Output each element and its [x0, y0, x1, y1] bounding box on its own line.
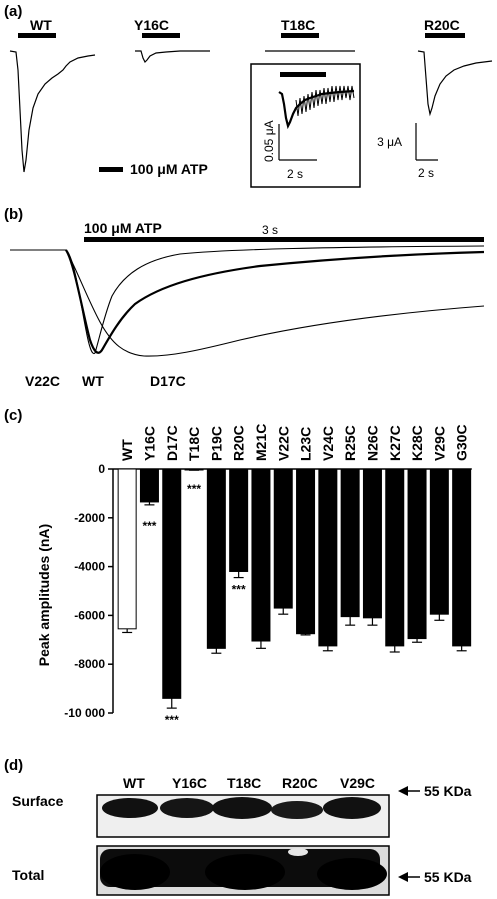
trace-wt: [9, 50, 96, 173]
bar: [162, 468, 182, 699]
category-label: T18C: [186, 427, 202, 461]
trace-label-y16c: Y16C: [134, 17, 169, 33]
bar: [429, 468, 449, 615]
panel-b-stimulus-label: 100 μM ATP: [84, 220, 162, 236]
atp-bar-wt: [18, 33, 56, 38]
marker-arrowhead-total: [398, 872, 408, 882]
atp-bar-r20c: [425, 33, 465, 38]
panel-c-label: (c): [4, 407, 22, 424]
inset-box: [250, 63, 361, 188]
trace-label-wt: WT: [30, 17, 52, 33]
bar: [229, 468, 249, 572]
bar: [340, 468, 360, 618]
category-label: R20C: [231, 425, 247, 461]
y-tick-label: -4000: [74, 560, 105, 574]
trace-r20c: [417, 50, 493, 117]
blot-total-bands: [100, 848, 387, 890]
category-label: L23C: [298, 427, 314, 461]
bar-chart: 0 -2000 -4000 -6000 -8000 -10 000 WT Y16C *** D17…: [64, 424, 472, 727]
category-label: V22C: [275, 426, 291, 461]
significance-marker: ***: [187, 482, 201, 496]
category-label: WT: [119, 439, 135, 461]
bar: [273, 468, 293, 609]
marker-label-total: 55 KDa: [424, 869, 472, 885]
y-tick-label: -2000: [74, 511, 105, 525]
lane-label-wt: WT: [123, 775, 145, 791]
panel-b-atp-bar: [84, 237, 484, 242]
category-label: P19C: [208, 426, 224, 461]
bar: [452, 468, 472, 647]
y-tick-label: -6000: [74, 608, 105, 622]
trace-label-wt-b: WT: [82, 373, 104, 389]
bar: [362, 468, 382, 619]
category-label: G30C: [454, 424, 470, 461]
atp-legend-bar: [99, 167, 123, 172]
bar: [251, 468, 271, 642]
trace-label-r20c: R20C: [424, 17, 460, 33]
y-tick-label: -10 000: [64, 706, 105, 720]
trace-label-t18c: T18C: [281, 17, 315, 33]
inset-y-scale-label: 0.05 μA: [262, 120, 276, 162]
bar: [206, 468, 226, 649]
y-tick-label: 0: [98, 462, 105, 476]
significance-marker: ***: [232, 583, 246, 597]
bar: [296, 468, 316, 635]
lane-label-y16c: Y16C: [172, 775, 207, 791]
lane-label-r20c: R20C: [282, 775, 318, 791]
blot-surface-bands: [102, 797, 381, 819]
row-label-surface: Surface: [12, 793, 64, 809]
trace-label-v22c: V22C: [25, 373, 60, 389]
category-label: R25C: [342, 425, 358, 461]
category-label: K27C: [387, 425, 403, 461]
lane-label-t18c: T18C: [227, 775, 261, 791]
panel-b-duration-label: 3 s: [262, 223, 278, 237]
panel-a-label: (a): [4, 3, 22, 20]
row-label-total: Total: [12, 867, 44, 883]
significance-marker: ***: [165, 713, 179, 727]
category-label: K28C: [409, 425, 425, 461]
bar: [139, 468, 159, 503]
y-axis-label: Peak amplitudes (nA): [36, 524, 52, 666]
inset-trace-noise: [295, 85, 355, 117]
significance-marker: ***: [142, 519, 156, 533]
category-label: Y16C: [141, 426, 157, 461]
trace-wt-b: [65, 249, 485, 354]
category-label: V24C: [320, 426, 336, 461]
trace-label-d17c: D17C: [150, 373, 186, 389]
r20c-x-scale-label: 2 s: [418, 166, 434, 180]
bar: [407, 468, 427, 640]
y-tick-label: -8000: [74, 657, 105, 671]
category-label: N26C: [364, 425, 380, 461]
category-label: D17C: [164, 425, 180, 461]
marker-arrowhead-surface: [398, 786, 408, 796]
inset-x-scale-label: 2 s: [287, 167, 303, 181]
marker-label-surface: 55 KDa: [424, 783, 472, 799]
category-label: V29C: [431, 426, 447, 461]
r20c-y-scale-label: 3 μA: [377, 135, 402, 149]
inset-atp-bar: [280, 72, 326, 77]
trace-y16c: [135, 50, 210, 64]
inset-trace: [278, 89, 355, 130]
category-label: M21C: [253, 424, 269, 461]
atp-bar-t18c: [281, 33, 319, 38]
atp-legend-label: 100 μM ATP: [130, 161, 208, 177]
lane-label-v29c: V29C: [340, 775, 375, 791]
bar: [318, 468, 338, 647]
bar: [385, 468, 405, 647]
atp-bar-y16c: [142, 33, 180, 38]
bar: [117, 468, 137, 630]
panel-d-label: (d): [4, 757, 23, 774]
panel-b-label: (b): [4, 206, 23, 223]
trace-d17c: [65, 249, 485, 357]
